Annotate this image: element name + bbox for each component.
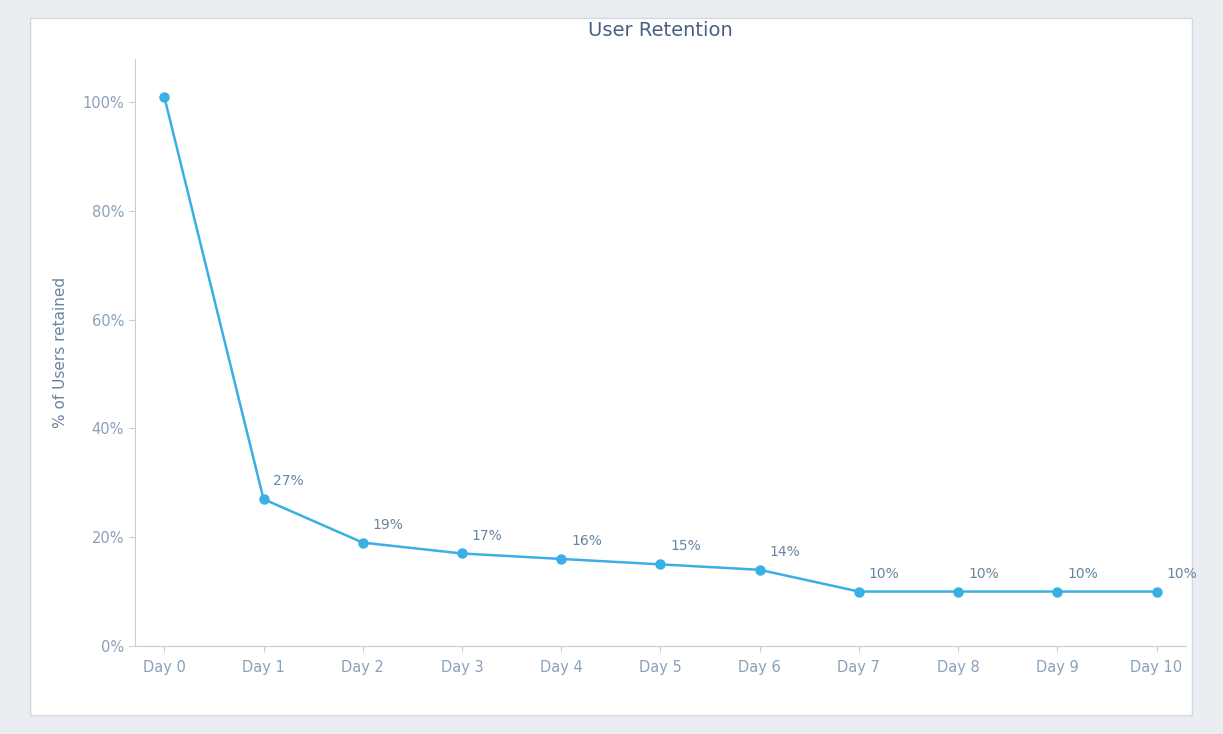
Text: 10%: 10% bbox=[1068, 567, 1098, 581]
Text: 16%: 16% bbox=[571, 534, 602, 548]
Text: 10%: 10% bbox=[868, 567, 900, 581]
Text: 15%: 15% bbox=[670, 539, 701, 553]
Text: 17%: 17% bbox=[472, 528, 503, 542]
Text: 10%: 10% bbox=[969, 567, 999, 581]
Title: User Retention: User Retention bbox=[588, 21, 733, 40]
Text: 19%: 19% bbox=[373, 517, 404, 531]
Y-axis label: % of Users retained: % of Users retained bbox=[54, 277, 68, 428]
Text: 10%: 10% bbox=[1167, 567, 1197, 581]
Text: 14%: 14% bbox=[769, 545, 800, 559]
Text: 27%: 27% bbox=[274, 474, 305, 488]
